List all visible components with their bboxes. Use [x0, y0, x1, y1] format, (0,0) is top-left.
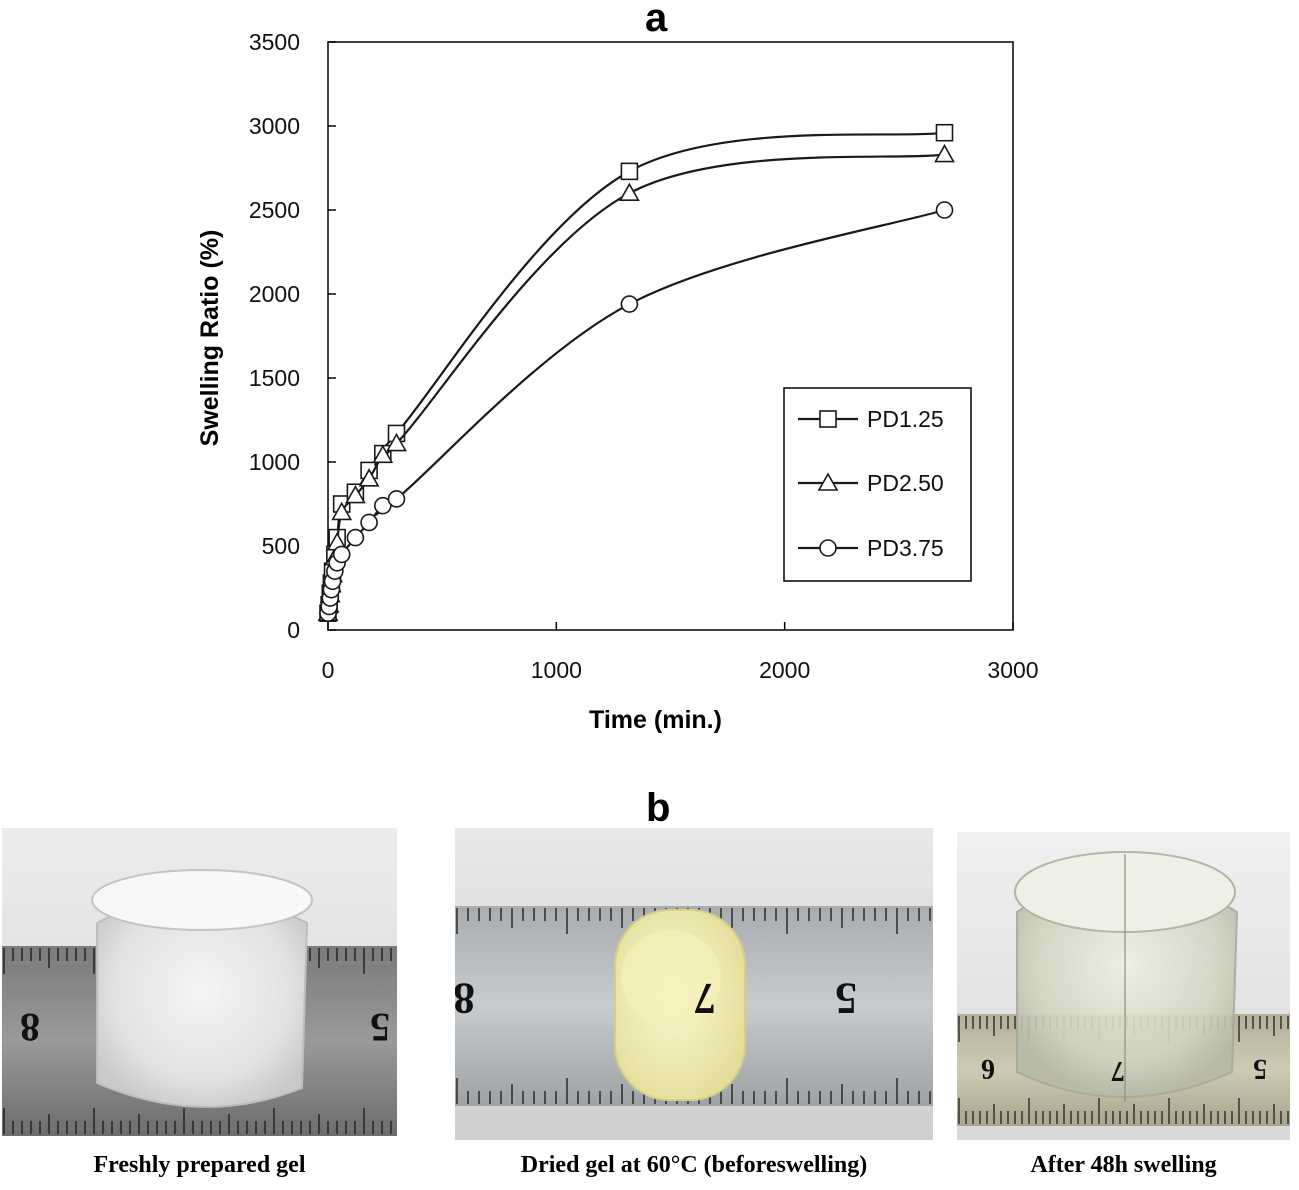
panel-a-label: a — [645, 0, 668, 40]
data-point — [345, 484, 366, 504]
y-tick-label: 3500 — [249, 29, 300, 55]
data-point — [935, 201, 954, 219]
swelling-ratio-chart: 0 500 1000 1500 2000 2500 3000 3500 0 1000 2000 300… — [196, 29, 1039, 734]
data-point — [331, 501, 353, 521]
ruler-number-8: 8 — [20, 1005, 40, 1050]
legend: PD1.25 PD2.50 PD3.75 — [783, 387, 972, 582]
ruler-number-7: 7 — [694, 974, 716, 1023]
series-pd3-75 — [319, 201, 954, 623]
panel-b-label: b — [646, 786, 671, 830]
data-point — [934, 143, 955, 163]
caption-dried-gel: Dried gel at 60°C (beforeswelling) — [520, 1152, 868, 1178]
data-point — [819, 410, 837, 428]
chart-plot: 0 500 1000 1500 2000 2500 3000 3500 0 1000 2000 300… — [196, 29, 1039, 734]
legend-label: PD3.75 — [867, 535, 944, 561]
y-tick-label: 3000 — [249, 113, 300, 139]
data-point — [373, 496, 392, 515]
data-point — [358, 468, 380, 487]
gel-photo-3-image: 6 7 5 — [957, 832, 1290, 1140]
photo-after-swelling: 6 7 5 — [957, 832, 1290, 1140]
x-axis-label: Time (min.) — [589, 706, 722, 734]
y-axis-label: Swelling Ratio (%) — [196, 230, 224, 447]
y-tick-label: 2000 — [249, 281, 300, 307]
legend-label: PD1.25 — [867, 406, 944, 432]
x-tick-label: 1000 — [531, 657, 582, 683]
data-point — [387, 490, 406, 508]
legend-item: PD3.75 — [798, 535, 944, 561]
ruler-number-8: 8 — [455, 974, 475, 1023]
y-tick-label: 1000 — [249, 449, 300, 475]
caption-freshly-prepared-gel: Freshly prepared gel — [93, 1152, 306, 1178]
data-point — [332, 545, 351, 564]
data-point — [819, 539, 837, 557]
y-tick-label: 1500 — [249, 365, 300, 391]
ruler-number-5: 5 — [1253, 1053, 1267, 1084]
gel-photo-1-image: 8 5 — [2, 828, 397, 1136]
x-tick-label: 3000 — [987, 657, 1038, 683]
legend-label: PD2.50 — [867, 470, 944, 496]
ruler-number-5: 5 — [370, 1005, 390, 1050]
data-point — [620, 295, 639, 313]
legend-item: PD1.25 — [798, 406, 944, 432]
y-tick-label: 2500 — [249, 197, 300, 223]
photo-freshly-prepared-gel: 8 5 — [2, 828, 397, 1136]
ruler-number-6: 6 — [981, 1053, 995, 1084]
x-tick-label: 2000 — [759, 657, 810, 683]
ruler-number-7: 7 — [1111, 1055, 1125, 1086]
data-point — [346, 528, 365, 547]
gel-photo-2-image: 8 7 5 — [455, 828, 933, 1140]
legend-item: PD2.50 — [798, 470, 944, 496]
plot-frame — [327, 41, 1014, 631]
data-point — [619, 182, 640, 201]
data-point — [386, 432, 407, 452]
caption-after-swelling: After 48h swelling — [1030, 1152, 1217, 1178]
data-point — [935, 123, 954, 142]
data-point — [360, 513, 378, 532]
y-tick-label: 0 — [287, 617, 300, 643]
ruler-number-5: 5 — [835, 974, 857, 1023]
y-tick-label: 500 — [262, 533, 300, 559]
data-point — [817, 472, 839, 491]
x-tick-label: 0 — [322, 657, 335, 683]
data-point — [620, 162, 639, 181]
photo-dried-gel: 8 7 5 — [455, 828, 933, 1140]
data-point — [372, 444, 394, 464]
